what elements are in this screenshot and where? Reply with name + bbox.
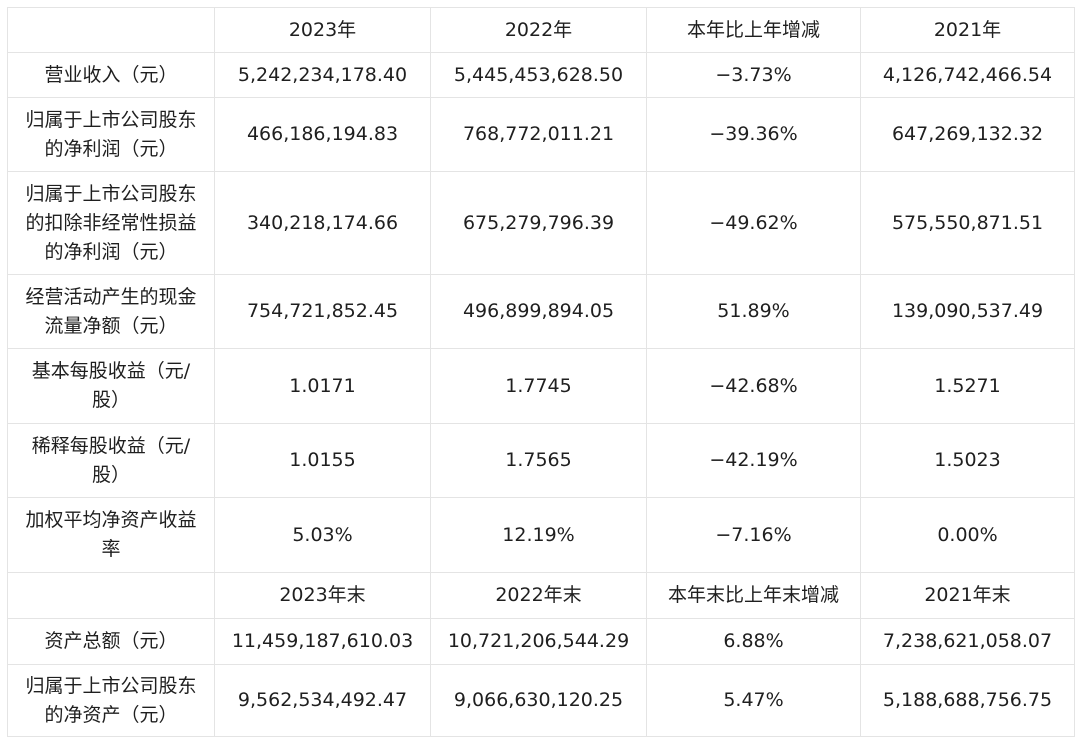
value-cell: 4,126,742,466.54 (860, 52, 1075, 98)
row-label-line: 资产总额（元） (44, 630, 178, 652)
row-label-line: 稀释每股收益（元/ (31, 434, 191, 457)
row-label: 资产总额（元） (7, 618, 215, 665)
value-cell: 1.0171 (214, 348, 431, 424)
row-label: 加权平均净资产收益 率 (7, 497, 215, 573)
change-cell: −39.36% (646, 97, 861, 172)
value-cell: 10,721,206,544.29 (430, 618, 647, 665)
value-cell: 1.5023 (860, 423, 1075, 498)
row-label-line: 归属于上市公司股东 (25, 674, 197, 697)
change-cell: −7.16% (646, 497, 861, 573)
header-cell-2021: 2021年 (860, 7, 1075, 53)
table-row: 稀释每股收益（元/ 股） 1.0155 1.7565 −42.19% 1.502… (7, 423, 1075, 498)
row-label: 归属于上市公司股东 的净利润（元） (7, 97, 215, 172)
header-cell-2022: 2022年 (430, 7, 647, 53)
value-cell: 1.7565 (430, 423, 647, 498)
value-cell: 1.7745 (430, 348, 647, 424)
subheader-cell-yoy-change: 本年末比上年末增减 (646, 572, 861, 619)
row-label-line: 股） (91, 389, 130, 411)
row-label: 基本每股收益（元/ 股） (7, 348, 215, 424)
row-label: 归属于上市公司股东 的净资产（元） (7, 664, 215, 737)
header-cell-yoy-change: 本年比上年增减 (646, 7, 861, 53)
header-cell-empty (7, 7, 215, 53)
row-label-line: 的扣除非经常性损益 (25, 211, 197, 234)
row-label-line: 的净利润（元） (44, 240, 178, 263)
row-label: 营业收入（元） (7, 52, 215, 98)
subheader-row: 2023年末 2022年末 本年末比上年末增减 2021年末 (7, 572, 1075, 619)
value-cell: 768,772,011.21 (430, 97, 647, 172)
value-cell: 1.5271 (860, 348, 1075, 424)
subheader-cell-empty (7, 572, 215, 619)
table-row: 基本每股收益（元/ 股） 1.0171 1.7745 −42.68% 1.527… (7, 348, 1075, 424)
subheader-cell-2023-end: 2023年末 (214, 572, 431, 619)
value-cell: 9,562,534,492.47 (214, 664, 431, 737)
header-cell-2023: 2023年 (214, 7, 431, 53)
value-cell: 1.0155 (214, 423, 431, 498)
change-cell: 51.89% (646, 274, 861, 349)
value-cell: 754,721,852.45 (214, 274, 431, 349)
row-label-line: 经营活动产生的现金 (25, 285, 197, 308)
row-label-line: 率 (101, 538, 121, 560)
financial-summary-table: 2023年 2022年 本年比上年增减 2021年 营业收入（元） 5,242,… (7, 7, 1075, 737)
value-cell: 647,269,132.32 (860, 97, 1075, 172)
value-cell: 7,238,621,058.07 (860, 618, 1075, 665)
subheader-cell-2022-end: 2022年末 (430, 572, 647, 619)
row-label-line: 营业收入（元） (44, 63, 178, 86)
value-cell: 5.03% (214, 497, 431, 573)
value-cell: 5,242,234,178.40 (214, 52, 431, 98)
table-row: 归属于上市公司股东 的扣除非经常性损益 的净利润（元） 340,218,174.… (7, 171, 1075, 275)
value-cell: 11,459,187,610.03 (214, 618, 431, 665)
table-row: 加权平均净资产收益 率 5.03% 12.19% −7.16% 0.00% (7, 497, 1075, 573)
value-cell: 12.19% (430, 497, 647, 573)
row-label-line: 归属于上市公司股东 (25, 108, 197, 131)
table-row: 归属于上市公司股东 的净利润（元） 466,186,194.83 768,772… (7, 97, 1075, 172)
header-row: 2023年 2022年 本年比上年增减 2021年 (7, 7, 1075, 53)
value-cell: 466,186,194.83 (214, 97, 431, 172)
table-row: 经营活动产生的现金 流量净额（元） 754,721,852.45 496,899… (7, 274, 1075, 349)
value-cell: 9,066,630,120.25 (430, 664, 647, 737)
change-cell: −42.19% (646, 423, 861, 498)
row-label-line: 的净利润（元） (44, 137, 178, 160)
change-cell: −3.73% (646, 52, 861, 98)
row-label: 经营活动产生的现金 流量净额（元） (7, 274, 215, 349)
row-label: 归属于上市公司股东 的扣除非经常性损益 的净利润（元） (7, 171, 215, 275)
change-cell: −49.62% (646, 171, 861, 275)
row-label-line: 加权平均净资产收益 (25, 509, 197, 531)
row-label: 稀释每股收益（元/ 股） (7, 423, 215, 498)
row-label-line: 基本每股收益（元/ (31, 360, 191, 382)
row-label-line: 股） (91, 463, 130, 486)
row-label-line: 的净资产（元） (44, 703, 178, 726)
change-cell: −42.68% (646, 348, 861, 424)
table-row: 资产总额（元） 11,459,187,610.03 10,721,206,544… (7, 618, 1075, 665)
value-cell: 0.00% (860, 497, 1075, 573)
value-cell: 139,090,537.49 (860, 274, 1075, 349)
subheader-cell-2021-end: 2021年末 (860, 572, 1075, 619)
value-cell: 496,899,894.05 (430, 274, 647, 349)
row-label-line: 归属于上市公司股东 (25, 182, 197, 205)
value-cell: 5,445,453,628.50 (430, 52, 647, 98)
value-cell: 675,279,796.39 (430, 171, 647, 275)
value-cell: 5,188,688,756.75 (860, 664, 1075, 737)
value-cell: 340,218,174.66 (214, 171, 431, 275)
change-cell: 6.88% (646, 618, 861, 665)
change-cell: 5.47% (646, 664, 861, 737)
row-label-line: 流量净额（元） (44, 314, 178, 337)
table-row: 营业收入（元） 5,242,234,178.40 5,445,453,628.5… (7, 52, 1075, 98)
value-cell: 575,550,871.51 (860, 171, 1075, 275)
table-row: 归属于上市公司股东 的净资产（元） 9,562,534,492.47 9,066… (7, 664, 1075, 737)
